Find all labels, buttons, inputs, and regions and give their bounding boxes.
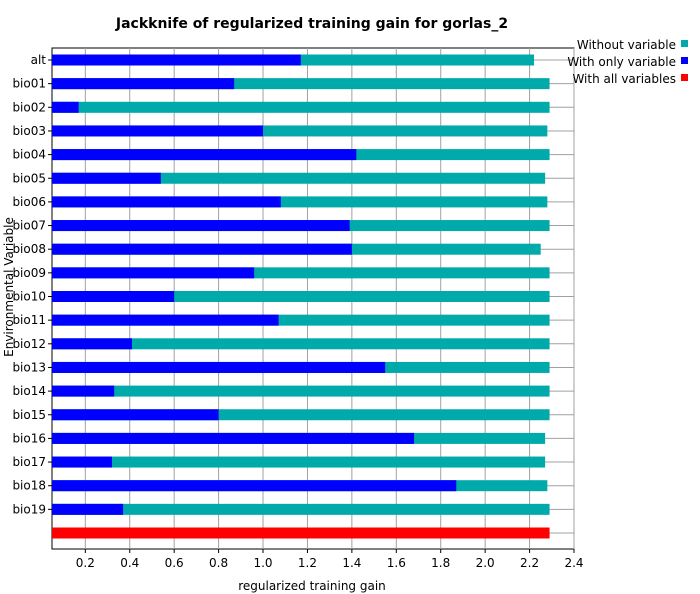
x-tick-label: 2.4 bbox=[564, 556, 583, 570]
legend-swatch-with-only bbox=[681, 57, 688, 64]
x-axis-label: regularized training gain bbox=[238, 579, 386, 593]
bars bbox=[52, 54, 550, 539]
y-tick-label: bio05 bbox=[12, 171, 46, 185]
bar-with-only-variable bbox=[52, 291, 175, 302]
bar-with-only-variable bbox=[52, 432, 415, 444]
y-tick-label: bio10 bbox=[12, 290, 46, 304]
bar-with-all-variables bbox=[52, 527, 550, 539]
chart-title: Jackknife of regularized training gain f… bbox=[115, 16, 508, 32]
x-tick-label: 1.4 bbox=[342, 556, 361, 570]
x-tick-label: 1.2 bbox=[298, 556, 317, 570]
bar-with-only-variable bbox=[52, 149, 357, 161]
y-tick-label: bio13 bbox=[12, 360, 46, 374]
bar-with-only-variable bbox=[52, 54, 301, 66]
x-tick-label: 0.6 bbox=[165, 556, 184, 570]
bar-with-only-variable bbox=[52, 361, 386, 373]
legend: Without variable With only variable With… bbox=[567, 38, 688, 86]
x-tick-label: 0.4 bbox=[120, 556, 139, 570]
y-axis-label: Environmental Variable bbox=[2, 217, 16, 357]
bar-with-only-variable bbox=[52, 409, 219, 421]
legend-swatch-with-all bbox=[681, 74, 688, 81]
bar-without-variable bbox=[52, 291, 550, 302]
bar-without-variable bbox=[52, 267, 550, 279]
bar-without-variable bbox=[52, 172, 546, 184]
bar-with-only-variable bbox=[52, 385, 115, 397]
y-tick-label: bio15 bbox=[12, 408, 46, 422]
bar-with-only-variable bbox=[52, 314, 279, 326]
y-tick-label: bio18 bbox=[12, 479, 46, 493]
x-tick-label: 1.6 bbox=[387, 556, 406, 570]
bar-without-variable bbox=[52, 409, 550, 421]
legend-swatch-without bbox=[681, 40, 688, 47]
y-tick-label: bio16 bbox=[12, 431, 46, 445]
bar-with-only-variable bbox=[52, 101, 79, 113]
bar-with-only-variable bbox=[52, 480, 457, 492]
y-tick-label: bio11 bbox=[12, 313, 46, 327]
bar-without-variable bbox=[52, 456, 546, 468]
bar-without-variable bbox=[52, 196, 548, 208]
y-tick-label: bio14 bbox=[12, 384, 46, 398]
x-tick-label: 2.0 bbox=[476, 556, 495, 570]
y-tick-labels: alt bio01 bio02 bio03 bio04 bio05 bio06 bio07 bi… bbox=[12, 53, 52, 516]
bar-without-variable bbox=[52, 503, 550, 515]
bar-with-only-variable bbox=[52, 172, 161, 184]
bar-with-only-variable bbox=[52, 338, 132, 350]
bar-without-variable bbox=[52, 101, 550, 113]
y-tick-label: bio12 bbox=[12, 337, 46, 351]
bar-without-variable bbox=[52, 78, 550, 90]
bar-without-variable bbox=[52, 125, 548, 137]
bar-without-variable bbox=[52, 385, 550, 397]
y-tick-label: bio02 bbox=[12, 100, 46, 114]
x-tick-label: 0.8 bbox=[209, 556, 228, 570]
y-tick-label: bio19 bbox=[12, 502, 46, 516]
bar-with-only-variable bbox=[52, 196, 281, 208]
y-tick-label: bio04 bbox=[12, 148, 46, 162]
bar-with-only-variable bbox=[52, 503, 124, 515]
legend-label-with-all: With all variables bbox=[572, 72, 676, 86]
bar-with-only-variable bbox=[52, 220, 350, 232]
legend-label-without: Without variable bbox=[577, 38, 676, 52]
y-tick-label: bio07 bbox=[12, 219, 46, 233]
x-tick-label: 1.8 bbox=[431, 556, 450, 570]
y-tick-label: bio08 bbox=[12, 242, 46, 256]
y-tick-label: bio09 bbox=[12, 266, 46, 280]
bar-with-only-variable bbox=[52, 78, 235, 90]
bar-with-only-variable bbox=[52, 125, 264, 137]
bar-with-only-variable bbox=[52, 267, 255, 279]
y-tick-label: bio06 bbox=[12, 195, 46, 209]
y-tick-label: bio01 bbox=[12, 77, 46, 91]
legend-label-with-only: With only variable bbox=[567, 55, 676, 69]
bar-without-variable bbox=[52, 314, 550, 326]
x-tick-label: 1.0 bbox=[253, 556, 272, 570]
x-tick-label: 2.2 bbox=[520, 556, 539, 570]
y-tick-label: alt bbox=[31, 53, 47, 67]
x-tick-label: 0.2 bbox=[76, 556, 95, 570]
bar-with-only-variable bbox=[52, 243, 352, 255]
y-tick-label: bio03 bbox=[12, 124, 46, 138]
bar-with-only-variable bbox=[52, 456, 112, 468]
y-tick-label: bio17 bbox=[12, 455, 46, 469]
x-tick-labels: 0.2 0.4 0.6 0.8 1.0 1.2 1.4 1.6 1.8 2.0 2.2 2.4 bbox=[76, 549, 584, 570]
bar-without-variable bbox=[52, 338, 550, 350]
